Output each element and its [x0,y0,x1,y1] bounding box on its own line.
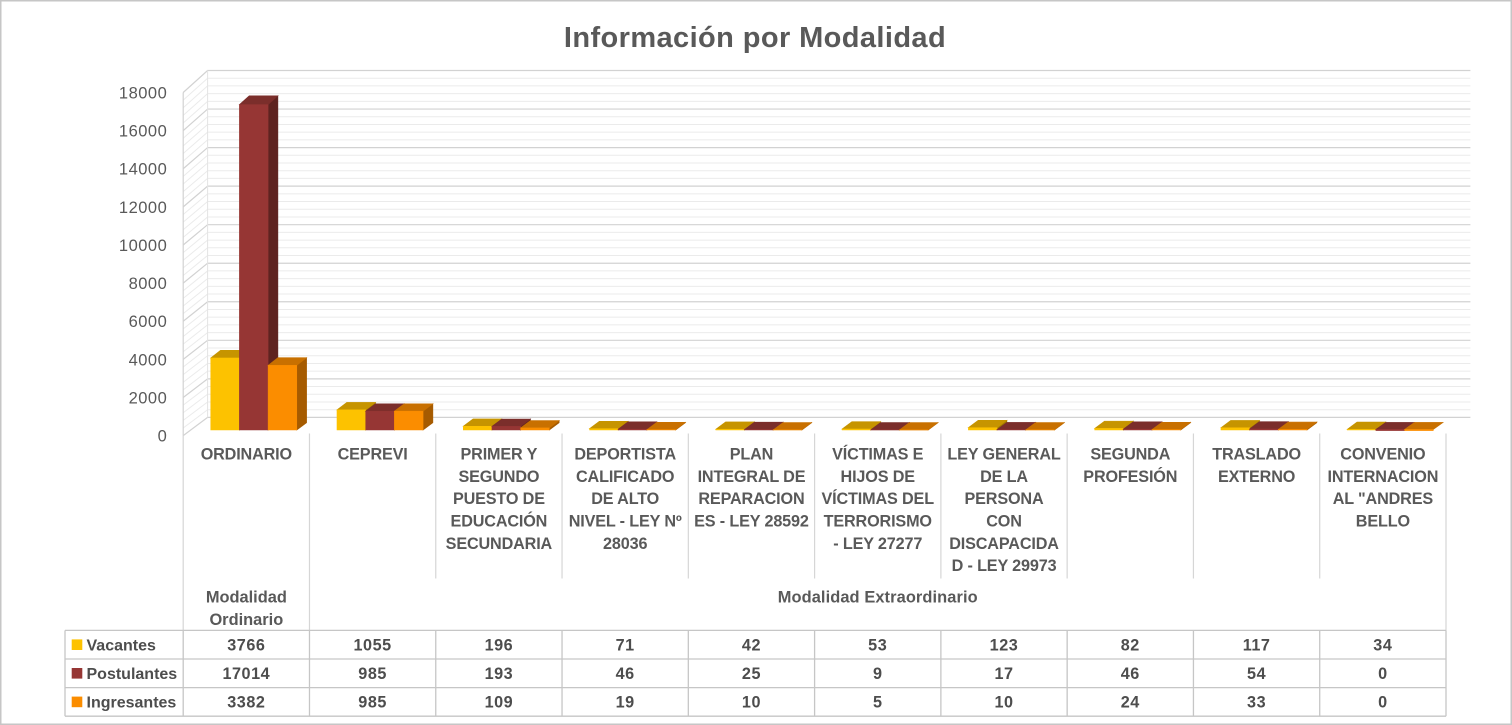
svg-text:CONVENIO: CONVENIO [1340,446,1425,464]
svg-text:Vacantes: Vacantes [87,638,156,655]
svg-text:33: 33 [1247,694,1266,712]
svg-text:25: 25 [742,665,761,683]
svg-text:193: 193 [485,665,514,683]
svg-text:TERRORISMO: TERRORISMO [824,513,932,531]
svg-text:Ordinario: Ordinario [209,611,283,629]
svg-text:INTERNACION: INTERNACION [1327,468,1438,486]
svg-text:DE ALTO: DE ALTO [591,490,659,508]
svg-text:PROFESIÓN: PROFESIÓN [1083,467,1177,486]
svg-text:17014: 17014 [222,665,270,683]
svg-text:5: 5 [873,694,883,712]
svg-text:46: 46 [1121,665,1140,683]
svg-text:CON: CON [986,513,1022,531]
svg-text:196: 196 [485,637,514,655]
svg-text:17: 17 [994,665,1013,683]
svg-text:54: 54 [1247,665,1266,683]
svg-text:985: 985 [358,665,387,683]
svg-text:14000: 14000 [119,161,167,179]
svg-text:24: 24 [1121,694,1140,712]
svg-text:NIVEL - LEY Nº: NIVEL - LEY Nº [569,513,682,531]
svg-text:28036: 28036 [603,535,647,553]
svg-text:1055: 1055 [354,637,392,655]
svg-text:10: 10 [994,694,1013,712]
svg-text:0: 0 [1378,694,1388,712]
svg-text:SEGUNDA: SEGUNDA [1090,446,1170,464]
svg-text:Modalidad: Modalidad [206,588,287,606]
svg-text:DE LA: DE LA [980,468,1028,486]
svg-text:ES - LEY 28592: ES - LEY 28592 [694,513,809,531]
svg-text:3766: 3766 [227,637,265,655]
svg-text:18000: 18000 [119,84,167,102]
svg-text:BELLO: BELLO [1356,513,1410,531]
svg-text:AL "ANDRES: AL "ANDRES [1333,490,1434,508]
svg-text:82: 82 [1121,637,1140,655]
svg-text:8000: 8000 [129,275,168,293]
svg-text:42: 42 [742,637,761,655]
svg-text:LEY GENERAL: LEY GENERAL [947,446,1060,464]
svg-text:D - LEY 29973: D - LEY 29973 [952,557,1057,575]
svg-text:PUESTO DE: PUESTO DE [453,490,545,508]
svg-text:4000: 4000 [129,351,168,369]
svg-text:10: 10 [742,694,761,712]
svg-text:9: 9 [873,665,883,683]
svg-text:123: 123 [990,637,1019,655]
svg-text:REPARACION: REPARACION [698,490,804,508]
svg-text:71: 71 [616,637,635,655]
svg-text:VÍCTIMAS E: VÍCTIMAS E [832,445,923,464]
svg-text:- LEY 27277: - LEY 27277 [833,535,922,553]
svg-text:Postulantes: Postulantes [87,666,178,683]
svg-text:PERSONA: PERSONA [965,490,1044,508]
svg-text:0: 0 [158,428,168,446]
svg-text:PRIMER Y: PRIMER Y [461,446,538,464]
svg-text:0: 0 [1378,665,1388,683]
svg-text:DISCAPACIDA: DISCAPACIDA [949,535,1059,553]
svg-text:109: 109 [485,694,514,712]
svg-text:117: 117 [1243,637,1271,655]
svg-text:53: 53 [868,637,887,655]
svg-text:Modalidad Extraordinario: Modalidad Extraordinario [778,589,978,607]
svg-text:TRASLADO: TRASLADO [1212,446,1301,464]
svg-text:EXTERNO: EXTERNO [1218,468,1295,486]
svg-text:Ingresantes: Ingresantes [87,695,177,712]
svg-text:19: 19 [616,694,635,712]
svg-text:CALIFICADO: CALIFICADO [576,468,674,486]
svg-text:SECUNDARIA: SECUNDARIA [446,535,553,553]
svg-text:6000: 6000 [129,313,168,331]
svg-text:10000: 10000 [119,237,167,255]
svg-text:SEGUNDO: SEGUNDO [459,468,540,486]
svg-text:PLAN: PLAN [730,446,773,464]
svg-text:EDUCACIÓN: EDUCACIÓN [451,512,548,531]
svg-text:HIJOS DE: HIJOS DE [841,468,916,486]
svg-text:ORDINARIO: ORDINARIO [201,446,292,464]
svg-text:46: 46 [616,665,635,683]
svg-text:16000: 16000 [119,123,167,141]
svg-text:Información por Modalidad: Información por Modalidad [564,22,946,54]
svg-text:INTEGRAL DE: INTEGRAL DE [698,468,806,486]
svg-text:VÍCTIMAS DEL: VÍCTIMAS DEL [822,489,935,508]
svg-text:CEPREVI: CEPREVI [338,446,408,464]
svg-text:3382: 3382 [227,694,265,712]
svg-text:34: 34 [1373,637,1392,655]
svg-text:2000: 2000 [129,389,168,407]
svg-text:DEPORTISTA: DEPORTISTA [574,446,676,464]
svg-text:985: 985 [358,694,387,712]
svg-text:12000: 12000 [119,199,167,217]
